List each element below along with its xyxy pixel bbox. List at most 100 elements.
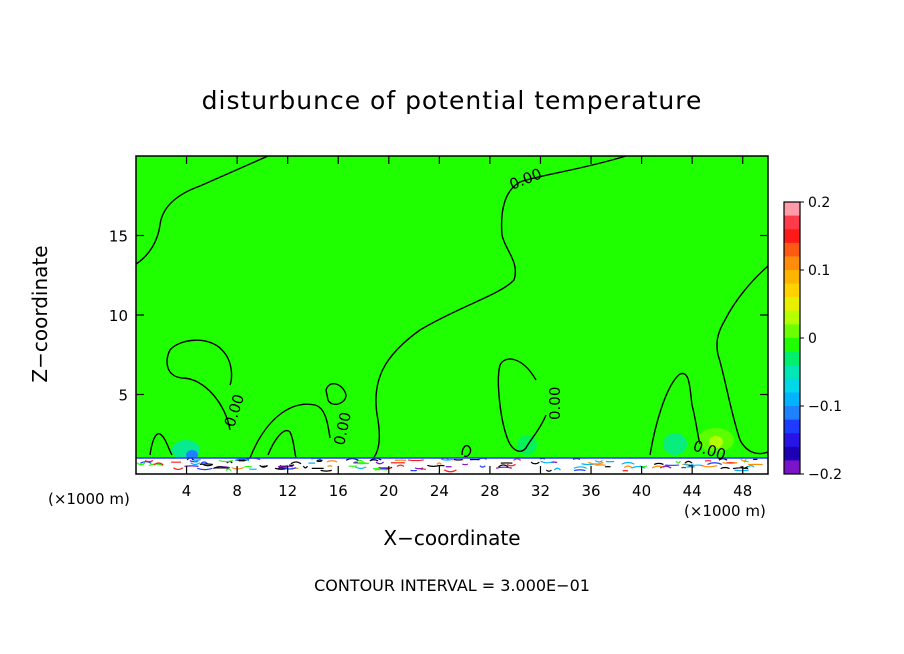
surface-noise [218,459,234,463]
colorbar-swatch [784,310,800,325]
colorbar-swatch [784,270,800,285]
surface-noise [144,460,154,463]
surface-noise [683,463,694,466]
surface-noise [621,461,635,465]
surface-noise [659,465,672,469]
contour-line [325,382,347,405]
colorbar-swatch [784,378,800,393]
colorbar-tick-label: −0.1 [808,399,842,415]
surface-noise [506,463,516,467]
surface-noise [631,465,646,469]
x-tick-label: 16 [329,482,348,500]
colorbar-swatch [784,256,800,271]
surface-noise [740,466,749,469]
surface-noise [200,461,208,465]
surface-noise [651,465,665,469]
surface-noise [396,464,405,467]
surface-noise [513,458,522,461]
surface-noise [453,458,463,461]
surface-noise [284,467,297,470]
surface-noise [540,460,555,464]
x-unit-label-right: (×1000 m) [684,502,766,520]
surface-noise [290,461,302,465]
surface-noise [722,462,738,465]
colorbar-swatch [784,419,800,434]
y-tick-label: 10 [109,307,128,325]
surface-noise [675,460,681,464]
x-axis-label: X−coordinate [383,526,521,550]
contour-interval-note: CONTOUR INTERVAL = 3.000E−01 [314,576,590,595]
surface-noise [743,460,749,463]
contour-line [149,433,173,456]
surface-noise [244,465,253,468]
surface-noise [190,462,201,466]
surface-noise [462,463,469,466]
chart-title: disturbunce of potential temperature [201,86,703,115]
x-tick-label: 28 [480,482,499,500]
surface-noise [545,469,552,472]
surface-noise [288,464,295,466]
surface-noise [369,459,379,462]
surface-noise [375,461,385,465]
surface-noise [320,469,332,472]
surface-noise [441,458,453,461]
surface-noise [496,466,512,469]
field-background [136,156,768,474]
surface-noise [732,467,749,470]
surface-noise [443,469,457,473]
surface-noise [354,466,367,470]
x-tick-label: 48 [733,482,752,500]
colorbar-tick-label: −0.2 [808,467,842,483]
contour-line [135,155,269,265]
surface-layer [136,457,768,474]
y-axis: 5 10 15 [109,228,768,405]
contour-line [371,155,627,461]
contour-line [166,339,233,431]
warm-patch-core [709,436,723,448]
colorbar: 0.2 0.1 0 −0.1 −0.2 [783,195,842,483]
y-tick-label: 15 [109,228,128,246]
surface-noise [218,466,231,469]
contour-line [649,372,701,456]
colorbar-swatch [784,283,800,298]
colorbar-swatch [784,202,800,217]
contour-line [497,358,547,452]
surface-noise [427,464,440,467]
surface-noise [653,462,664,465]
x-tick-label: 36 [581,482,600,500]
colorbar-swatch [784,365,800,380]
x-tick-label: 20 [379,482,398,500]
x-tick-label: 4 [182,482,192,500]
surface-noise [316,460,323,463]
colorbar-swatch [784,229,800,244]
surface-noise [747,464,755,468]
surface-noise [740,458,747,462]
surface-noise [136,462,146,466]
surface-noise [530,461,540,465]
colorbar-tick-label: 0.2 [808,195,830,211]
surface-noise [623,465,633,468]
colorbar-swatch [784,297,800,312]
surface-noise [225,468,232,472]
colorbar-swatch [784,460,800,475]
colorbar-swatch [784,406,800,421]
contour-lines [135,155,769,461]
surface-noise [302,465,308,469]
contour-line [249,403,331,459]
colorbar-tick-label: 0.1 [808,263,830,279]
surface-noise [587,461,604,465]
x-axis: 4 8 12 16 20 24 28 32 36 40 44 48 [182,156,752,500]
surface-noise [327,465,333,467]
surface-noise [573,466,587,469]
contour-line [716,265,769,455]
surface-noise [436,462,442,465]
surface-noise [356,462,369,465]
colorbar-swatch [784,324,800,339]
y-tick-label: 5 [118,387,128,405]
surface-noise [594,460,603,463]
surface-noise [479,465,486,468]
x-tick-label: 40 [632,482,651,500]
colorbar-swatch [784,338,800,353]
colorbar-swatch [784,433,800,448]
x-tick-label: 44 [683,482,702,500]
